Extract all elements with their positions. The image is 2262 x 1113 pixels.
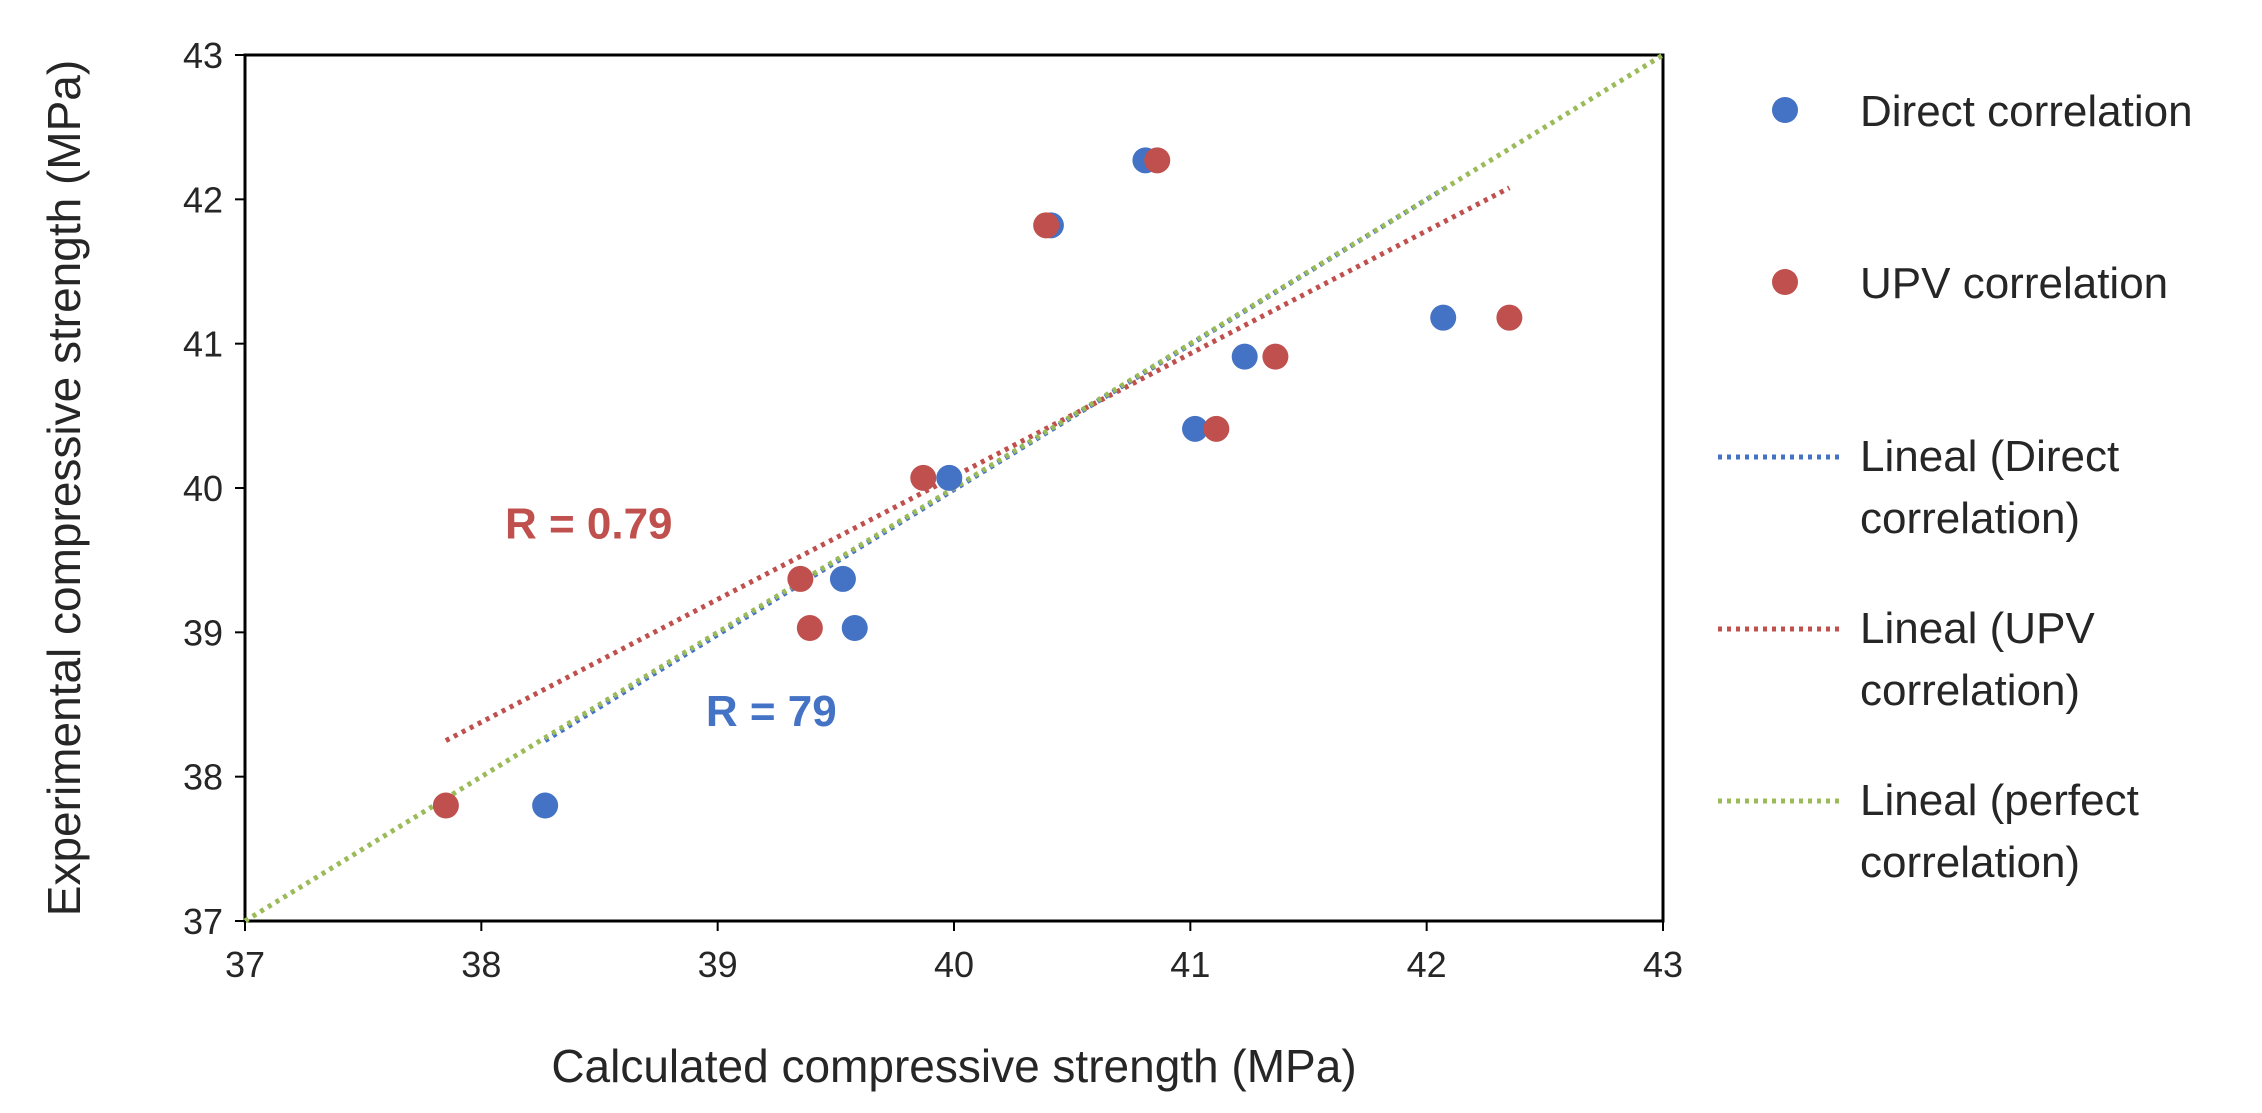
- data-point-series-1: [910, 464, 937, 491]
- x-axis-title: Calculated compressive strength (MPa): [551, 1040, 1356, 1092]
- x-tick-label: 38: [461, 944, 501, 985]
- y-tick-label: 40: [183, 468, 223, 509]
- legend-entry: UPV correlation: [1772, 259, 2168, 308]
- legend-label: Lineal (UPV: [1860, 604, 2095, 653]
- data-point-series-1: [1262, 343, 1289, 370]
- legend-label: correlation): [1860, 494, 2080, 543]
- legend-label: Lineal (Direct: [1860, 432, 2119, 481]
- data-point-series-1: [1496, 304, 1523, 331]
- data-point-series-0: [1182, 415, 1209, 442]
- y-axis-title: Experimental compressive strength (MPa): [38, 60, 90, 916]
- y-tick-label: 43: [183, 35, 223, 76]
- y-tick-label: 37: [183, 901, 223, 942]
- data-point-series-0: [532, 792, 559, 819]
- data-point-series-1: [1203, 415, 1230, 442]
- x-tick-label: 41: [1170, 944, 1210, 985]
- legend-label: Lineal (perfect: [1860, 776, 2139, 825]
- x-tick-label: 43: [1643, 944, 1683, 985]
- r-annotation: R = 0.79: [505, 500, 673, 549]
- x-tick-label: 40: [934, 944, 974, 985]
- x-tick-label: 39: [698, 944, 738, 985]
- x-tick-label: 37: [225, 944, 265, 985]
- y-tick-label: 38: [183, 757, 223, 798]
- legend-label: correlation): [1860, 666, 2080, 715]
- legend-label: UPV correlation: [1860, 259, 2168, 308]
- data-point-series-0: [1231, 343, 1258, 370]
- legend-entry: Lineal (perfect correlation): [1718, 776, 2139, 887]
- legend-label: Direct correlation: [1860, 87, 2193, 136]
- data-point-series-0: [829, 565, 856, 592]
- r-annotation: R = 79: [706, 687, 837, 736]
- y-tick-label: 41: [183, 324, 223, 365]
- y-tick-label: 42: [183, 179, 223, 220]
- data-point-series-1: [432, 792, 459, 819]
- y-tick-label: 39: [183, 612, 223, 653]
- data-point-series-0: [936, 464, 963, 491]
- data-point-series-1: [796, 615, 823, 642]
- trendline-series-3: [444, 185, 1511, 743]
- legend-marker: [1772, 269, 1798, 295]
- legend-entry: Direct correlation: [1772, 87, 2193, 136]
- data-point-series-0: [1430, 304, 1457, 331]
- data-point-series-1: [1144, 147, 1171, 174]
- data-point-series-1: [787, 565, 814, 592]
- legend-entry: Lineal (Direct correlation): [1718, 432, 2119, 543]
- x-tick-label: 42: [1407, 944, 1447, 985]
- data-point-series-1: [1033, 212, 1060, 239]
- legend-marker: [1772, 97, 1798, 123]
- legend-entry: Lineal (UPV correlation): [1718, 604, 2095, 715]
- legend-label: correlation): [1860, 838, 2080, 887]
- data-point-series-0: [841, 615, 868, 642]
